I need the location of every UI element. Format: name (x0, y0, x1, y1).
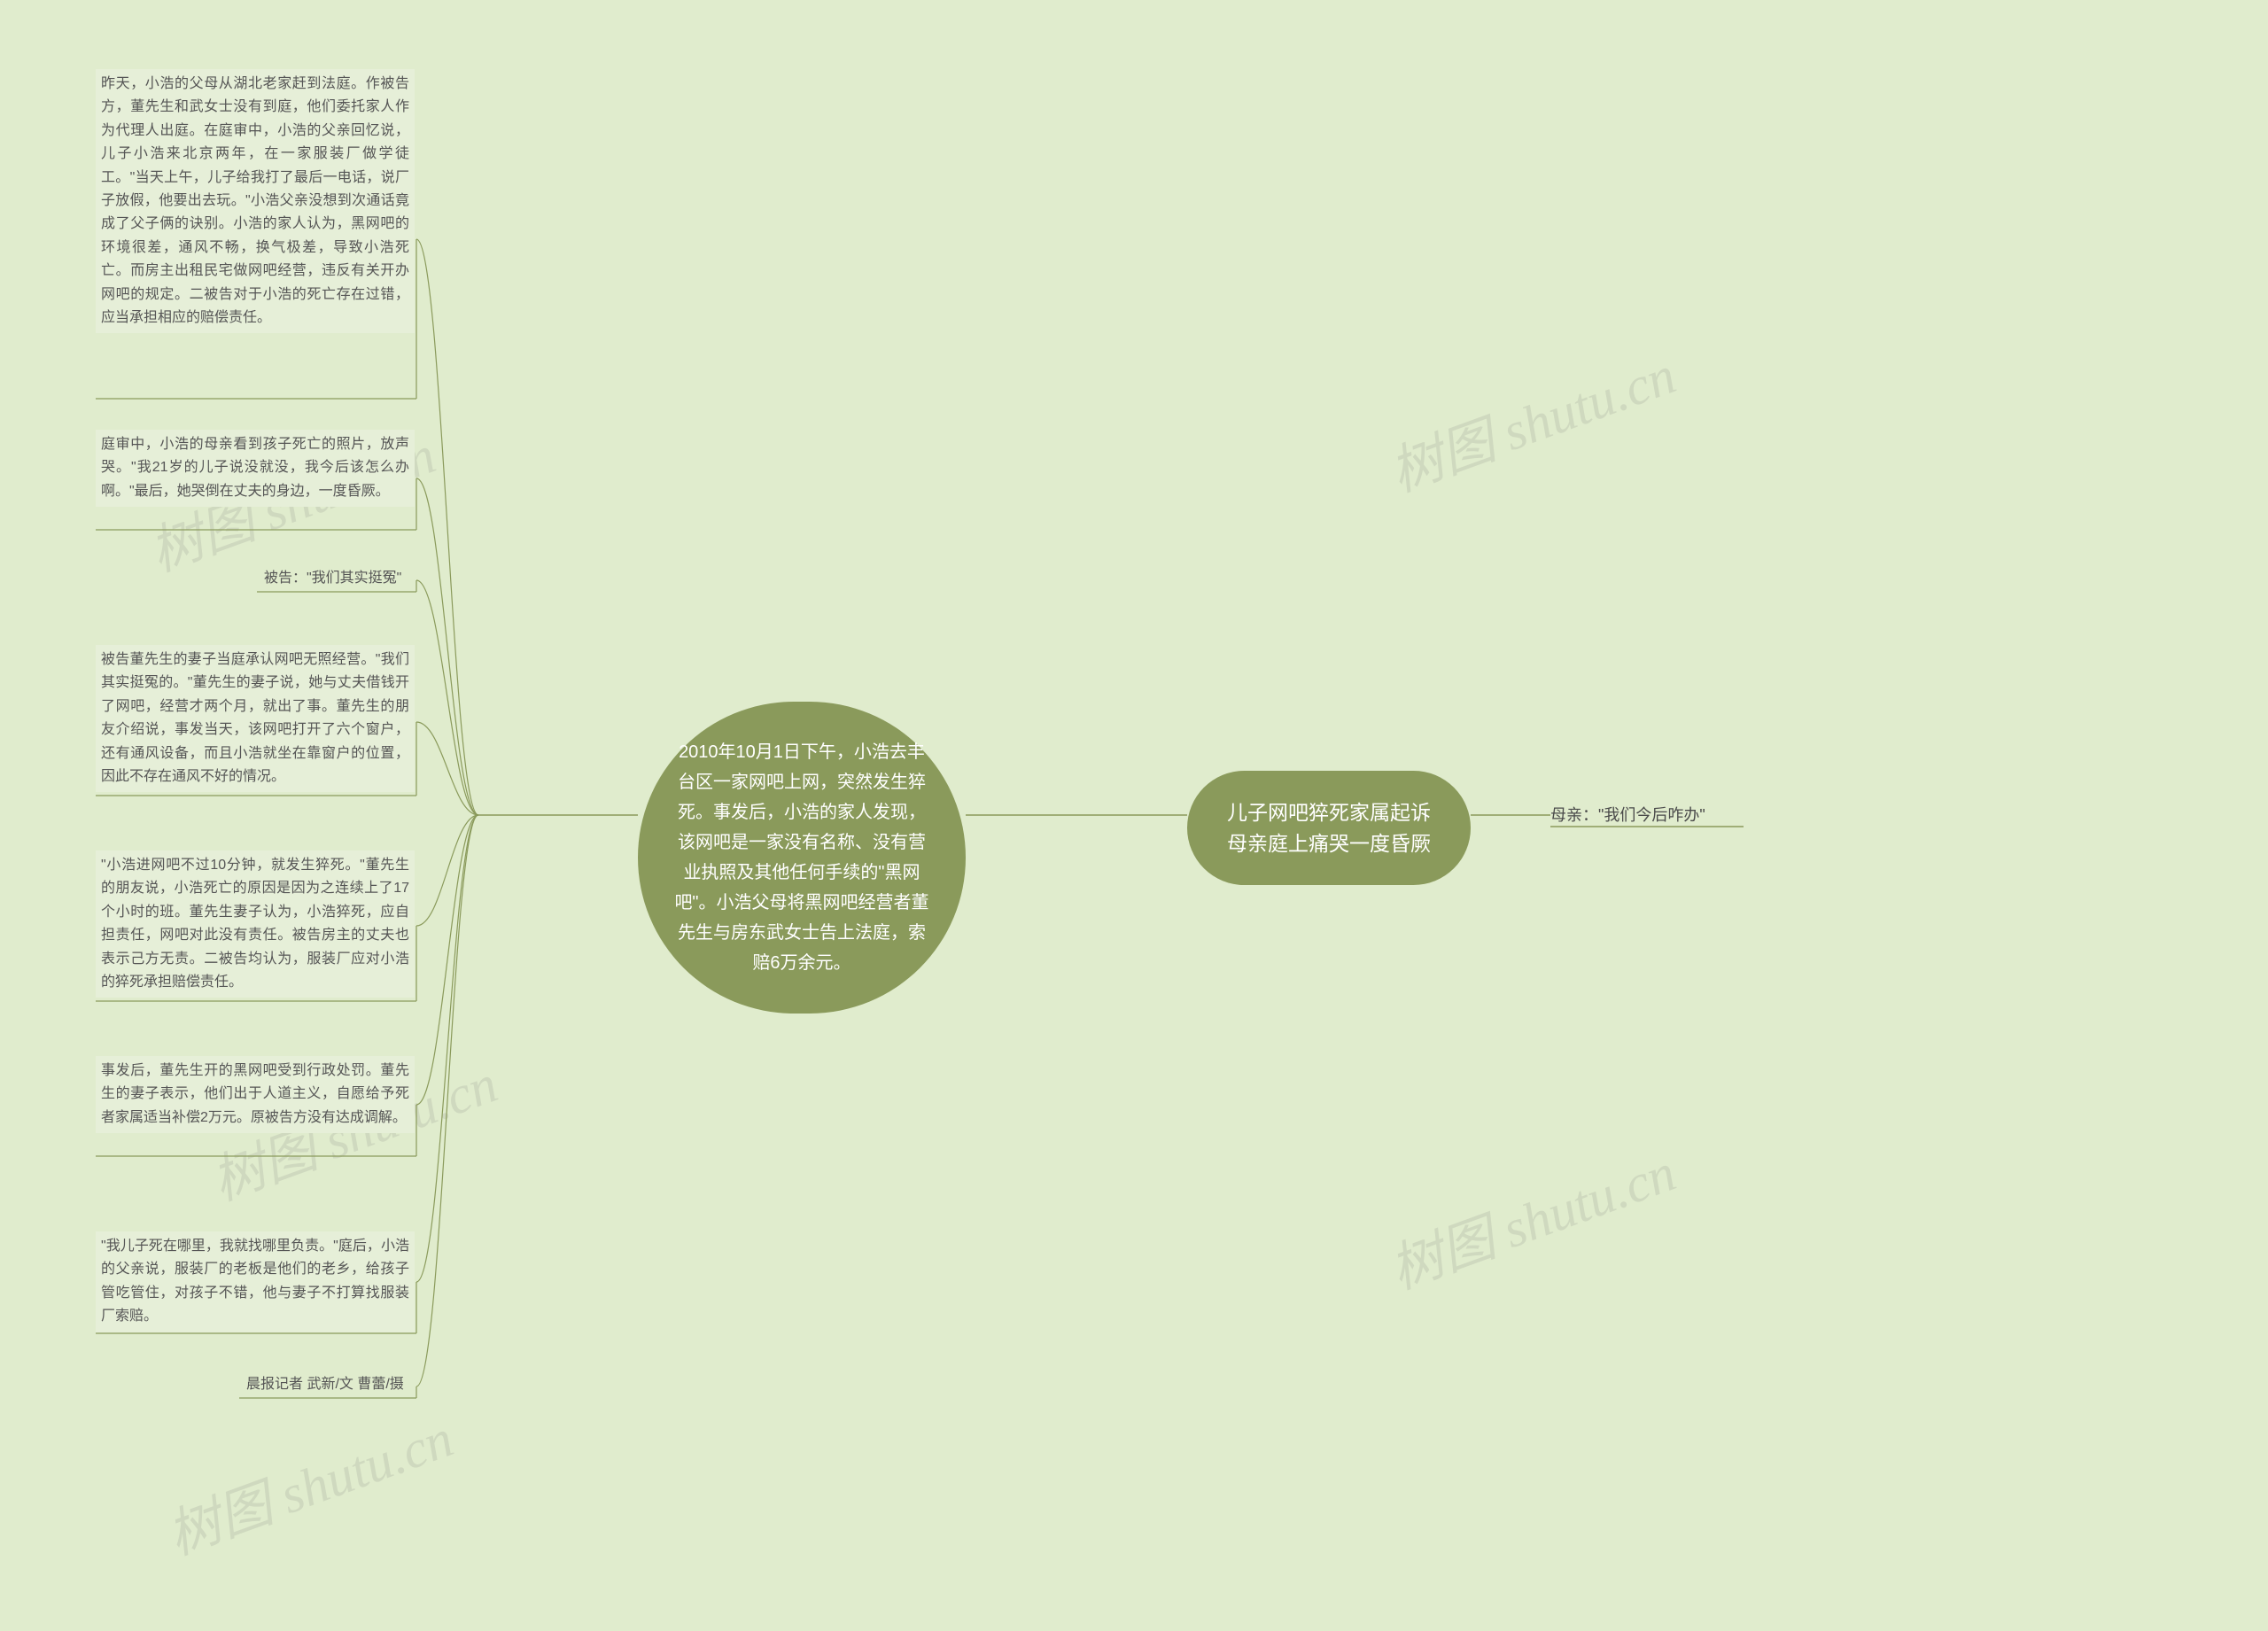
left-leaf-4[interactable]: "小浩进网吧不过10分钟，就发生猝死。"董先生的朋友说，小浩死亡的原因是因为之连… (96, 850, 415, 998)
watermark: 树图 shutu.cn (1378, 332, 1684, 507)
watermark: 树图 shutu.cn (155, 1395, 462, 1570)
left-leaf-5[interactable]: 事发后，董先生开的黑网吧受到行政处罚。董先生的妻子表示，他们出于人道主义，自愿给… (96, 1056, 415, 1133)
left-leaf-7-text: 晨报记者 武新/文 曹蕾/摄 (246, 1377, 404, 1392)
right-branch-text: 母亲："我们今后咋办" (1550, 806, 1705, 824)
left-leaf-2-text: 被告："我们其实挺冤" (264, 571, 401, 586)
right-branch-label[interactable]: 母亲："我们今后咋办" (1550, 803, 1705, 826)
summary-text: 2010年10月1日下午，小浩去丰台区一家网吧上网，突然发生猝死。事发后，小浩的… (672, 737, 932, 978)
left-leaf-7[interactable]: 晨报记者 武新/文 曹蕾/摄 (246, 1373, 404, 1396)
left-leaf-3-text: 被告董先生的妻子当庭承认网吧无照经营。"我们其实挺冤的。"董先生的妻子说，她与丈… (101, 652, 409, 784)
left-leaf-0[interactable]: 昨天，小浩的父母从湖北老家赶到法庭。作被告方，董先生和武女士没有到庭，他们委托家… (96, 69, 415, 333)
mindmap-summary[interactable]: 2010年10月1日下午，小浩去丰台区一家网吧上网，突然发生猝死。事发后，小浩的… (638, 702, 966, 1014)
left-leaf-1-text: 庭审中，小浩的母亲看到孩子死亡的照片，放声哭。"我21岁的儿子说没就没，我今后该… (101, 437, 409, 499)
watermark: 树图 shutu.cn (1378, 1130, 1684, 1304)
root-title: 儿子网吧猝死家属起诉 母亲庭上痛哭一度昏厥 (1219, 797, 1439, 858)
left-leaf-4-text: "小浩进网吧不过10分钟，就发生猝死。"董先生的朋友说，小浩死亡的原因是因为之连… (101, 858, 409, 990)
left-leaf-6-text: "我儿子死在哪里，我就找哪里负责。"庭后，小浩的父亲说，服装厂的老板是他们的老乡… (101, 1239, 409, 1324)
left-leaf-2[interactable]: 被告："我们其实挺冤" (264, 567, 401, 590)
left-leaf-6[interactable]: "我儿子死在哪里，我就找哪里负责。"庭后，小浩的父亲说，服装厂的老板是他们的老乡… (96, 1231, 415, 1332)
left-leaf-0-text: 昨天，小浩的父母从湖北老家赶到法庭。作被告方，董先生和武女士没有到庭，他们委托家… (101, 76, 409, 325)
left-leaf-5-text: 事发后，董先生开的黑网吧受到行政处罚。董先生的妻子表示，他们出于人道主义，自愿给… (101, 1063, 409, 1125)
mindmap-root[interactable]: 儿子网吧猝死家属起诉 母亲庭上痛哭一度昏厥 (1187, 771, 1471, 885)
left-leaf-3[interactable]: 被告董先生的妻子当庭承认网吧无照经营。"我们其实挺冤的。"董先生的妻子说，她与丈… (96, 645, 415, 792)
left-leaf-1[interactable]: 庭审中，小浩的母亲看到孩子死亡的照片，放声哭。"我21岁的儿子说没就没，我今后该… (96, 430, 415, 507)
